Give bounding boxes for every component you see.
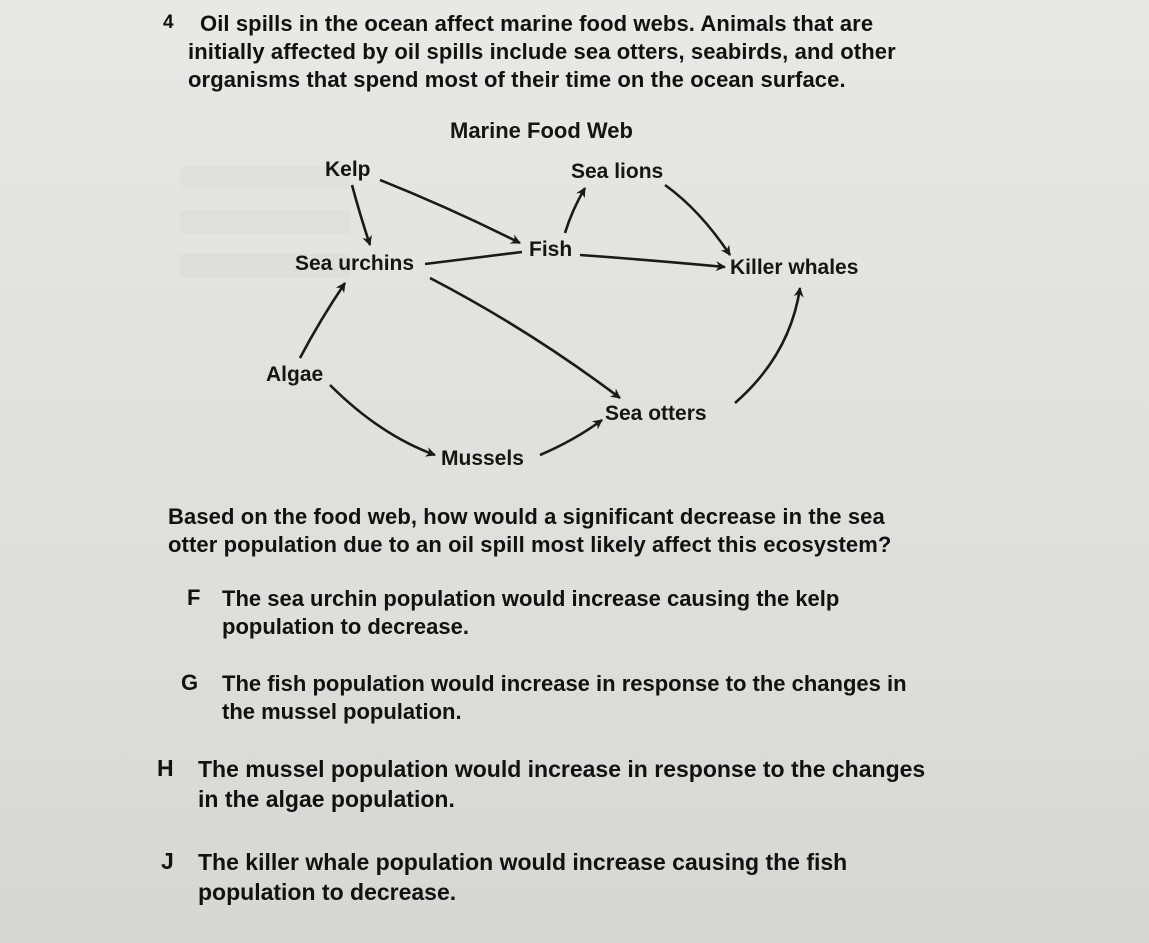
food-web-arrows — [0, 0, 1149, 520]
choice-h-line1: The mussel population would increase in … — [198, 755, 925, 784]
choice-letter-g: G — [181, 670, 198, 696]
choice-f-line2: population to decrease. — [222, 613, 469, 641]
choice-h-line2: in the algae population. — [198, 785, 455, 814]
followup-line2: otter population due to an oil spill mos… — [168, 531, 891, 559]
choice-f-line1: The sea urchin population would increase… — [222, 585, 839, 613]
choice-letter-j: J — [161, 848, 174, 875]
choice-letter-h: H — [157, 755, 174, 782]
choice-g-line2: the mussel population. — [222, 698, 462, 726]
worksheet-page: 4 Oil spills in the ocean affect marine … — [0, 0, 1149, 943]
choice-letter-f: F — [187, 585, 200, 611]
choice-j-line2: population to decrease. — [198, 878, 456, 907]
followup-line1: Based on the food web, how would a signi… — [168, 503, 885, 531]
food-web-diagram: Marine Food Web Kelp Sea lions Fish Sea … — [0, 0, 1149, 500]
choice-j-line1: The killer whale population would increa… — [198, 848, 847, 877]
choice-g-line1: The fish population would increase in re… — [222, 670, 907, 698]
